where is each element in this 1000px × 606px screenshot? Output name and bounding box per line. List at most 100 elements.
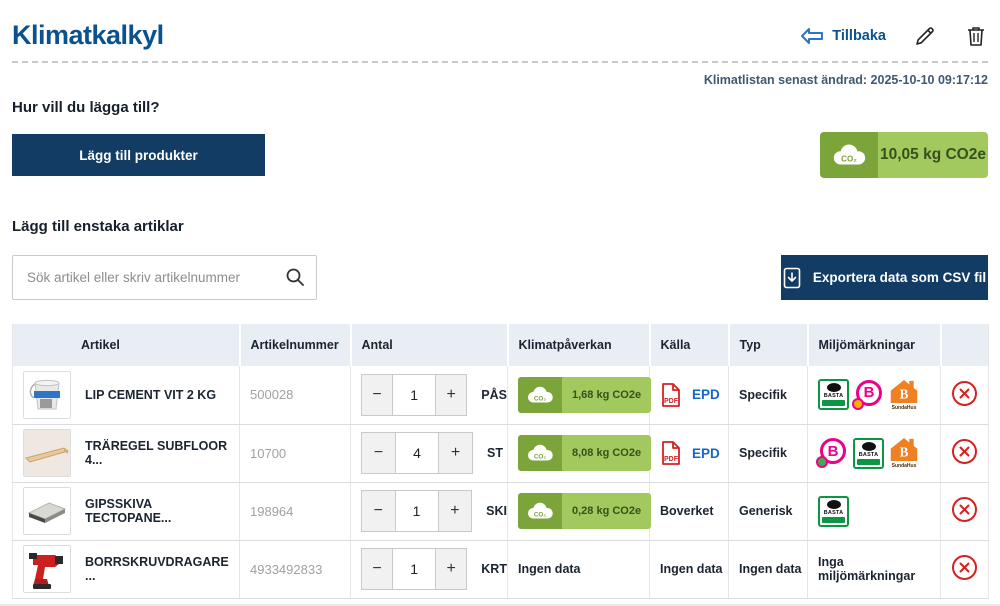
col-antal: Antal xyxy=(349,324,508,366)
product-name: TRÄREGEL SUBFLOOR 4... xyxy=(85,439,228,467)
svg-text:PDF: PDF xyxy=(664,398,679,405)
byggvarubedomningen-yellow-icon: B xyxy=(852,379,884,410)
basta-icon: BASTA xyxy=(818,379,849,411)
quantity-decrease-button[interactable]: − xyxy=(361,432,395,474)
col-artikel: Artikel xyxy=(12,324,240,366)
svg-text:CO₂: CO₂ xyxy=(534,511,547,518)
quantity-input[interactable] xyxy=(394,490,439,532)
source-value: Ingen data xyxy=(660,562,723,576)
back-arrow-icon xyxy=(800,27,824,44)
article-number: 10700 xyxy=(250,445,287,461)
svg-text:CO₂: CO₂ xyxy=(534,395,547,402)
type-value: Generisk xyxy=(739,504,793,518)
topbar: Klimatkalkyl Tillbaka xyxy=(12,0,988,51)
quantity-increase-button[interactable]: + xyxy=(436,548,468,590)
eco-label-badges: BASTA B B SundaHus xyxy=(818,379,940,411)
article-number: 198964 xyxy=(250,503,294,519)
article-number: 4933492833 xyxy=(250,561,323,577)
product-name: BORRSKRUVDRAGARE ... xyxy=(85,555,229,583)
quantity-increase-button[interactable]: + xyxy=(439,432,473,474)
no-eco-labels-text: Inga miljömärkningar xyxy=(818,555,916,583)
remove-row-button[interactable] xyxy=(951,554,978,581)
search-box xyxy=(12,255,317,300)
edit-button[interactable] xyxy=(912,23,938,49)
page-title: Klimatkalkyl xyxy=(12,20,164,50)
epd-link[interactable]: EPD xyxy=(692,387,720,403)
quantity-decrease-button[interactable]: − xyxy=(361,548,393,590)
add-products-button[interactable]: Lägg till produkter xyxy=(12,134,265,176)
co2-value: 8,08 kg CO2e xyxy=(562,435,652,471)
remove-row-button[interactable] xyxy=(951,438,978,465)
svg-text:B: B xyxy=(900,386,909,401)
quantity-input[interactable] xyxy=(392,548,437,590)
quantity-decrease-button[interactable]: − xyxy=(361,373,393,416)
remove-row-button[interactable] xyxy=(951,380,978,407)
co2-total-badge: CO₂ 10,05 kg CO2e xyxy=(820,132,988,178)
pdf-icon[interactable]: PDF xyxy=(660,382,682,408)
product-name: LIP CEMENT VIT 2 KG xyxy=(85,387,217,402)
product-name: GIPSSKIVA TECTOPANE... xyxy=(85,497,172,525)
last-changed-text: Klimatlistan senast ändrad: 2025-10-10 0… xyxy=(703,73,988,87)
actions-row: Lägg till produkter CO₂ 10,05 kg CO2e xyxy=(12,132,988,178)
table-row: LIP CEMENT VIT 2 KG 500028 − + PÅS C xyxy=(12,366,989,425)
quantity-input[interactable] xyxy=(392,373,437,416)
quantity-increase-button[interactable]: + xyxy=(436,373,468,416)
eco-label-badges: B BASTA B SundaHus xyxy=(816,437,940,469)
co2-chip: CO₂ 8,08 kg CO2e xyxy=(518,435,652,471)
col-typ: Typ xyxy=(727,324,808,366)
quantity-decrease-button[interactable]: − xyxy=(361,490,395,532)
back-link[interactable]: Tillbaka xyxy=(800,27,886,44)
export-csv-button[interactable]: Exportera data som CSV fil xyxy=(781,255,988,300)
trash-icon xyxy=(966,26,986,50)
basta-icon: BASTA xyxy=(853,437,884,469)
co2-value: 0,28 kg CO2e xyxy=(562,493,652,529)
byggvarubedomningen-green-icon: B xyxy=(816,438,848,468)
product-thumbnail-cement-bucket xyxy=(23,370,71,419)
eco-label-badges: BASTA xyxy=(818,495,940,527)
table-row: GIPSSKIVA TECTOPANE... 198964 − + SKI xyxy=(12,482,989,541)
search-row: Exportera data som CSV fil xyxy=(12,255,988,300)
pdf-icon[interactable]: PDF xyxy=(660,440,682,466)
table-header-row: Artikel Artikelnummer Antal Klimatpåverk… xyxy=(12,324,989,366)
col-artikelnummer: Artikelnummer xyxy=(238,324,351,366)
bottom-divider xyxy=(0,604,1000,606)
sundahus-icon: B SundaHus xyxy=(889,437,919,469)
unit-label: PÅS xyxy=(481,387,507,402)
quantity-stepper: − + KRT xyxy=(361,548,507,590)
topbar-actions: Tillbaka xyxy=(800,23,988,49)
quantity-increase-button[interactable]: + xyxy=(438,490,473,532)
add-single-heading: Lägg till enstaka artiklar xyxy=(12,218,184,235)
co2-cloud-icon: CO₂ xyxy=(820,132,878,178)
unit-label: KRT xyxy=(481,562,507,576)
col-miljomarkningar: Miljömärkningar xyxy=(806,324,941,366)
type-value: Ingen data xyxy=(739,562,802,576)
col-kalla: Källa xyxy=(648,324,729,366)
product-thumbnail-gypsum-board xyxy=(23,487,71,535)
co2-chip: CO₂ 0,28 kg CO2e xyxy=(518,493,652,529)
remove-row-button[interactable] xyxy=(951,496,978,523)
col-actions xyxy=(939,324,989,366)
delete-button[interactable] xyxy=(964,23,988,49)
quantity-stepper: − + PÅS xyxy=(361,373,507,416)
co2-cloud-icon: CO₂ xyxy=(518,493,562,529)
product-thumbnail-wood-stud xyxy=(23,429,71,477)
co2-chip: CO₂ 1,68 kg CO2e xyxy=(518,376,652,413)
type-value: Specifik xyxy=(739,446,787,460)
quantity-input[interactable] xyxy=(395,432,439,474)
search-icon[interactable] xyxy=(285,267,305,287)
co2-cloud-icon: CO₂ xyxy=(518,435,562,471)
search-input[interactable] xyxy=(12,255,317,300)
unit-label: SKI xyxy=(486,504,507,518)
pencil-icon xyxy=(914,26,936,50)
source-value: Boverket xyxy=(660,504,714,518)
back-label: Tillbaka xyxy=(832,27,886,44)
co2-cloud-icon: CO₂ xyxy=(518,376,562,413)
svg-text:CO₂: CO₂ xyxy=(534,453,547,460)
article-number: 500028 xyxy=(250,387,294,403)
unit-label: ST xyxy=(487,446,503,460)
quantity-stepper: − + SKI xyxy=(361,490,507,532)
co2-value: 1,68 kg CO2e xyxy=(562,376,652,413)
type-value: Specifik xyxy=(739,387,787,402)
epd-link[interactable]: EPD xyxy=(692,445,720,461)
